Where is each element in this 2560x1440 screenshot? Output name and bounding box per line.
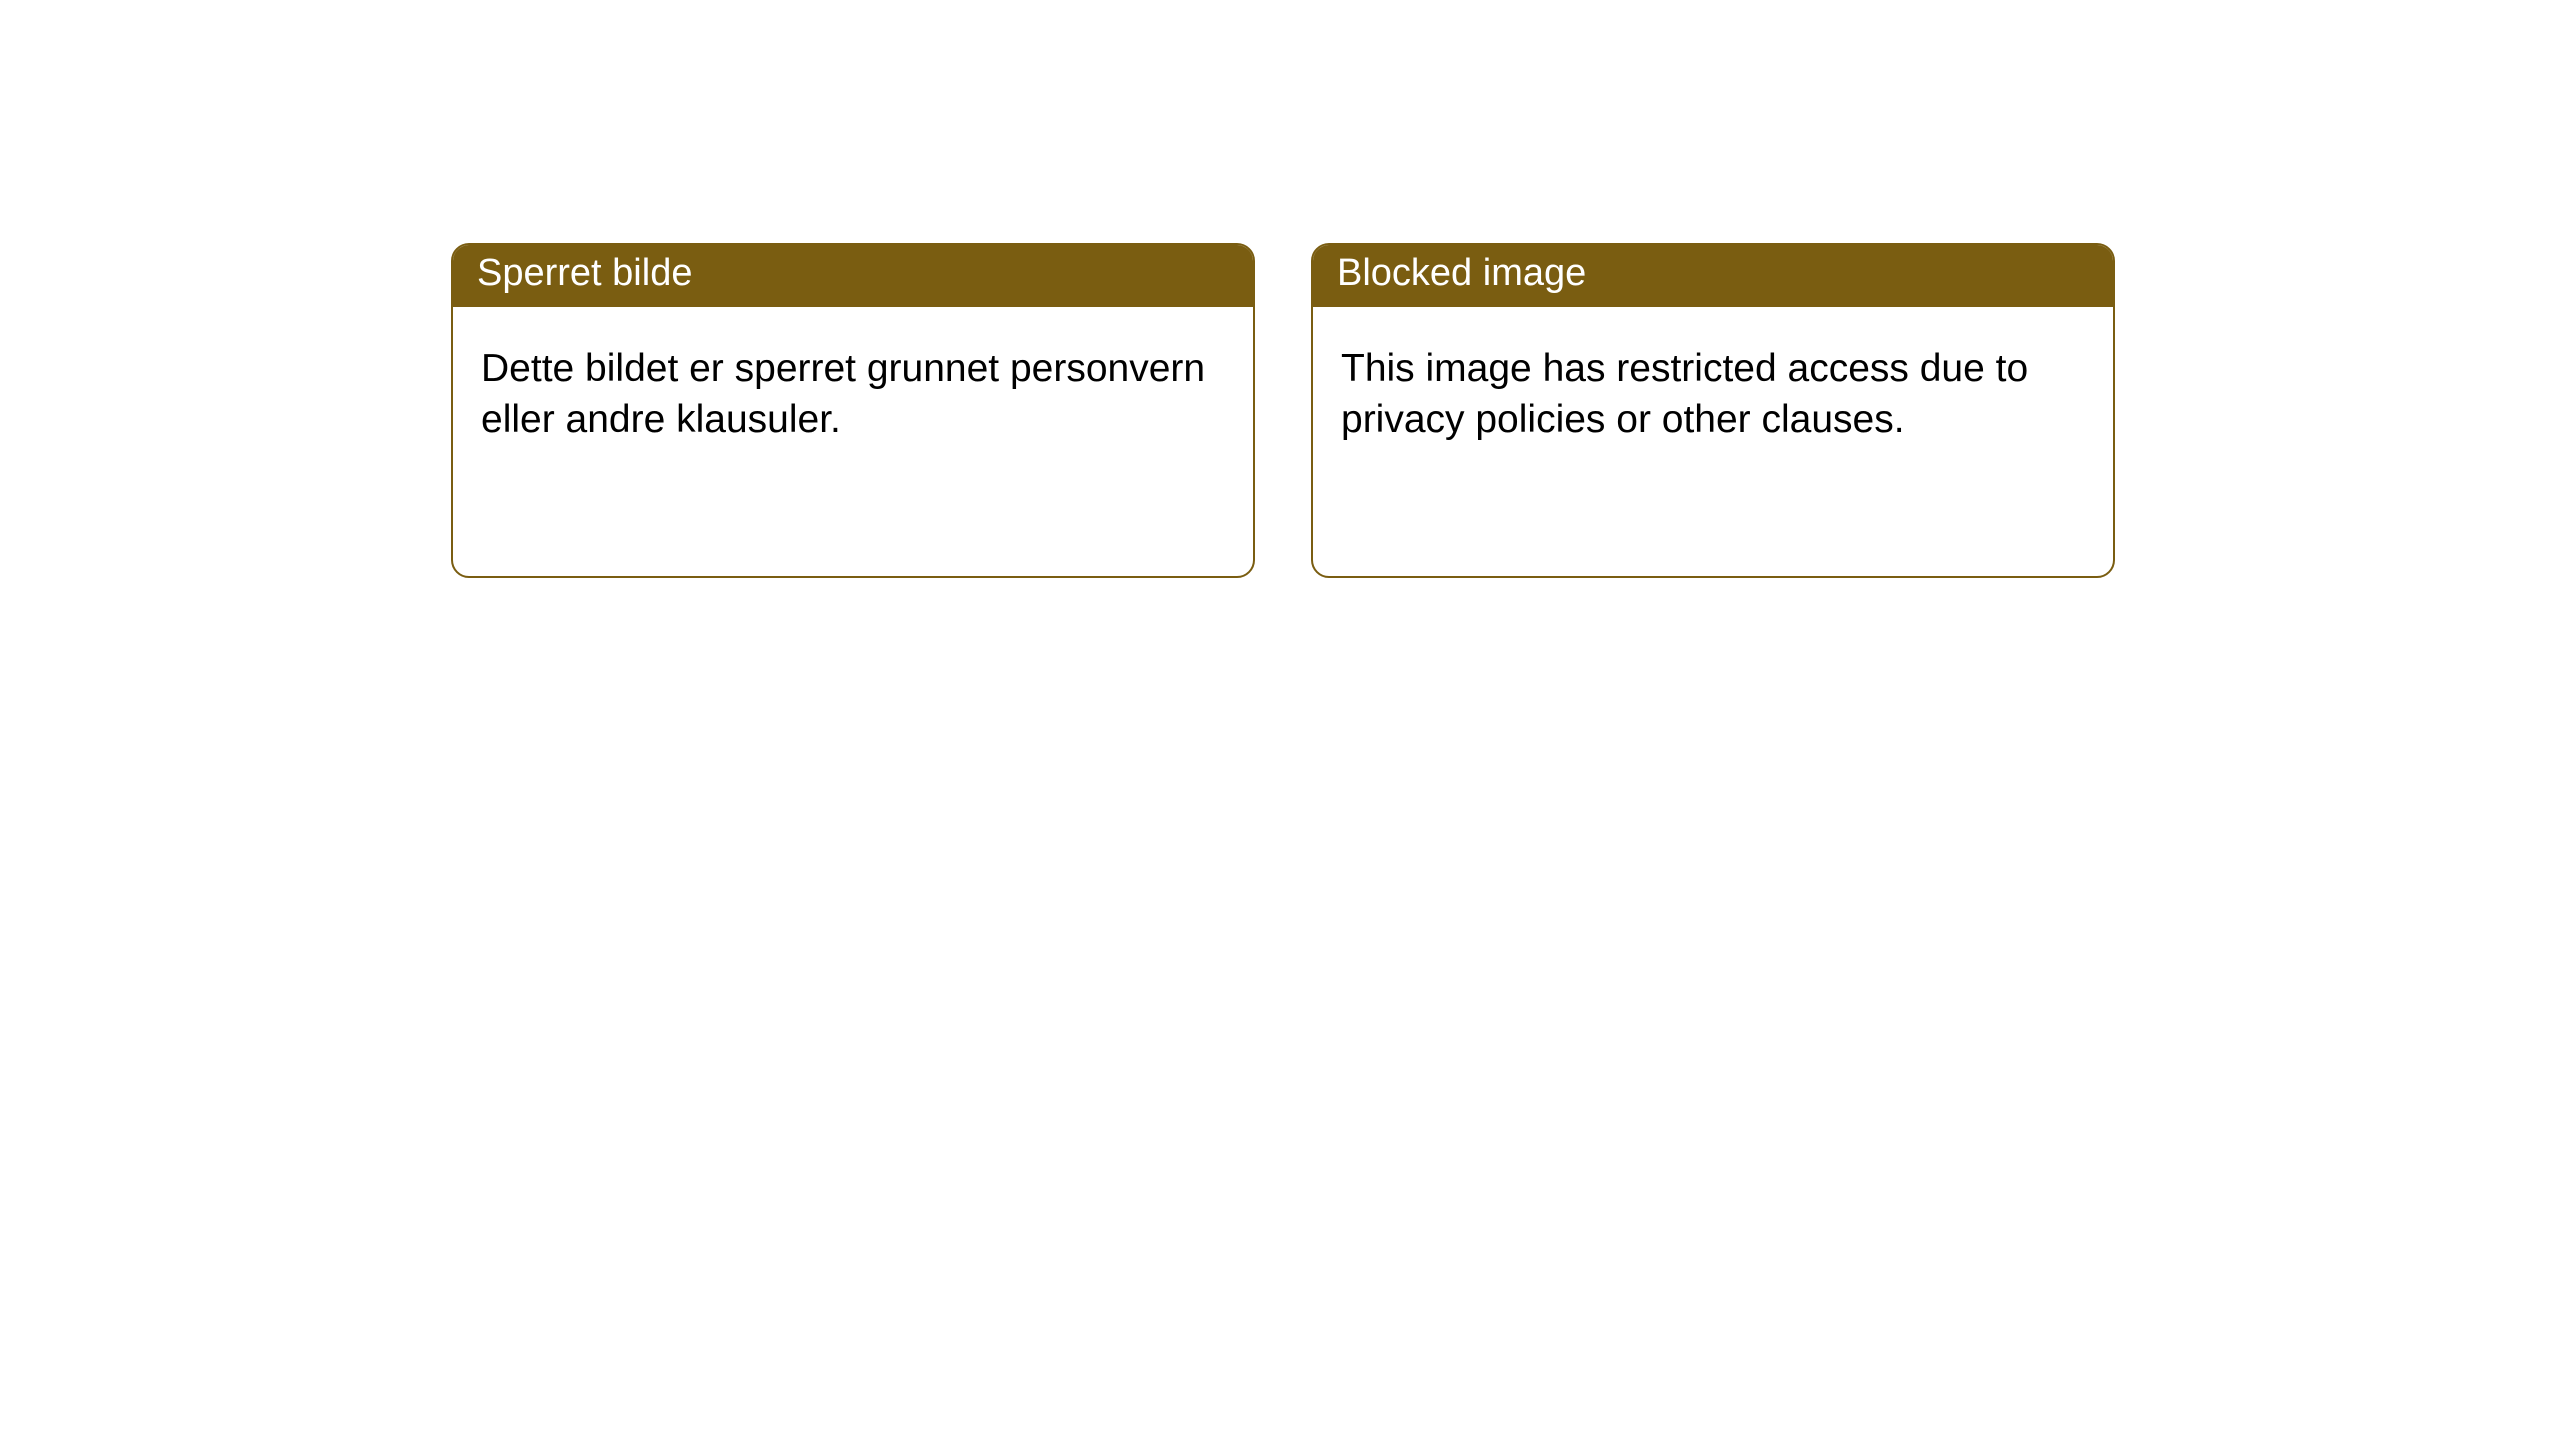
notice-header: Blocked image [1313,245,2113,307]
notice-header: Sperret bilde [453,245,1253,307]
notice-body: This image has restricted access due to … [1313,307,2113,482]
notice-title: Blocked image [1337,252,1586,294]
notice-box-norwegian: Sperret bilde Dette bildet er sperret gr… [451,243,1255,578]
notice-body-text: Dette bildet er sperret grunnet personve… [481,347,1205,441]
notice-title: Sperret bilde [477,252,692,294]
notice-body: Dette bildet er sperret grunnet personve… [453,307,1253,482]
notice-body-text: This image has restricted access due to … [1341,347,2028,441]
notice-box-english: Blocked image This image has restricted … [1311,243,2115,578]
notices-container: Sperret bilde Dette bildet er sperret gr… [0,0,2560,578]
